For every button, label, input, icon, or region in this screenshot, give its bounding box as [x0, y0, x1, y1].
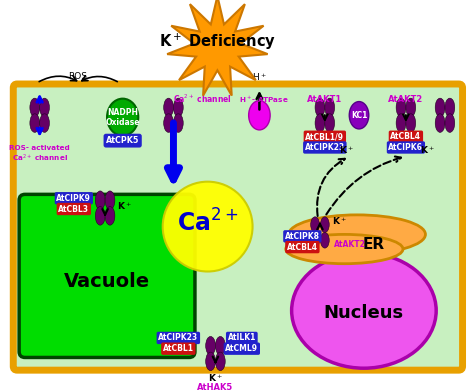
Ellipse shape: [30, 98, 40, 117]
Ellipse shape: [435, 114, 445, 132]
Text: K$^+$ Deficiency: K$^+$ Deficiency: [159, 32, 276, 52]
Ellipse shape: [315, 98, 325, 117]
Text: H$^+$: H$^+$: [252, 71, 267, 83]
Text: K$^+$: K$^+$: [332, 215, 346, 226]
Text: AtCIPK8: AtCIPK8: [285, 232, 320, 241]
Text: K$^+$: K$^+$: [208, 372, 223, 384]
Ellipse shape: [315, 114, 325, 132]
Text: AtAKT2: AtAKT2: [334, 240, 365, 249]
Ellipse shape: [164, 98, 173, 117]
Text: AtCIPK23: AtCIPK23: [305, 143, 345, 152]
Text: Ca$^{2+}$ channel: Ca$^{2+}$ channel: [173, 92, 232, 104]
Text: K$^+$: K$^+$: [117, 200, 132, 212]
Ellipse shape: [40, 114, 49, 132]
Ellipse shape: [105, 206, 115, 225]
Ellipse shape: [216, 352, 225, 371]
Text: Vacuole: Vacuole: [64, 272, 150, 291]
FancyBboxPatch shape: [13, 84, 463, 370]
Ellipse shape: [289, 215, 426, 254]
Ellipse shape: [216, 337, 225, 355]
Ellipse shape: [396, 98, 406, 117]
Ellipse shape: [349, 102, 369, 129]
Text: Ca$^{2+}$: Ca$^{2+}$: [177, 209, 238, 236]
Text: AtCIPK9: AtCIPK9: [56, 194, 91, 203]
Ellipse shape: [105, 191, 115, 210]
Ellipse shape: [435, 98, 445, 117]
Ellipse shape: [320, 217, 329, 232]
Ellipse shape: [164, 114, 173, 132]
Text: ER: ER: [363, 237, 385, 252]
Text: AtCBL3: AtCBL3: [58, 204, 89, 213]
Ellipse shape: [325, 98, 335, 117]
Ellipse shape: [320, 232, 329, 248]
Ellipse shape: [107, 99, 138, 136]
Text: KC1: KC1: [351, 111, 367, 120]
Ellipse shape: [445, 114, 455, 132]
Ellipse shape: [206, 352, 216, 371]
Ellipse shape: [325, 114, 335, 132]
Ellipse shape: [396, 114, 406, 132]
Ellipse shape: [406, 114, 416, 132]
Text: AtHAK5: AtHAK5: [197, 383, 234, 391]
Text: AtCPK5: AtCPK5: [106, 136, 139, 145]
Text: K$^+$: K$^+$: [419, 145, 435, 156]
Text: NADPH
Oxidase: NADPH Oxidase: [105, 108, 140, 127]
Text: H$^+$- ATPase: H$^+$- ATPase: [239, 94, 289, 104]
Ellipse shape: [445, 98, 455, 117]
Text: AtCIPK6: AtCIPK6: [389, 143, 423, 152]
Ellipse shape: [310, 217, 319, 232]
Text: ROS: ROS: [68, 72, 87, 81]
Text: AtILK1: AtILK1: [228, 334, 256, 343]
Text: AtCBL1/9: AtCBL1/9: [305, 132, 344, 141]
Ellipse shape: [406, 98, 416, 117]
Circle shape: [163, 182, 253, 271]
Text: AtCBL1: AtCBL1: [163, 344, 194, 353]
Text: AtCBL4: AtCBL4: [287, 242, 318, 251]
Text: AtCBL4: AtCBL4: [391, 132, 421, 141]
Text: AtCIPK23: AtCIPK23: [158, 334, 199, 343]
Ellipse shape: [292, 253, 436, 368]
Ellipse shape: [95, 206, 105, 225]
Ellipse shape: [173, 114, 183, 132]
Text: Nucleus: Nucleus: [324, 303, 404, 321]
Ellipse shape: [40, 98, 49, 117]
Text: AtAKT1: AtAKT1: [307, 95, 342, 104]
Text: K$^+$: K$^+$: [338, 145, 354, 156]
Ellipse shape: [30, 114, 40, 132]
Ellipse shape: [95, 191, 105, 210]
Text: ROS- activated
Ca$^{2+}$ channel: ROS- activated Ca$^{2+}$ channel: [9, 145, 70, 163]
Text: AtCML9: AtCML9: [225, 344, 258, 353]
Ellipse shape: [249, 100, 270, 130]
Polygon shape: [167, 0, 268, 96]
Ellipse shape: [310, 232, 319, 248]
Text: AtAKT2: AtAKT2: [388, 95, 424, 104]
Ellipse shape: [286, 234, 403, 264]
FancyBboxPatch shape: [19, 194, 195, 357]
Ellipse shape: [206, 337, 216, 355]
Ellipse shape: [173, 98, 183, 117]
